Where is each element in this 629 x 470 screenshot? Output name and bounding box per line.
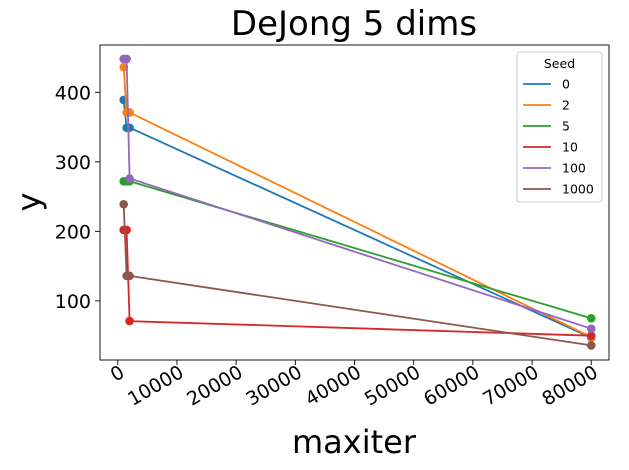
y-tick-label: 100 [55, 291, 91, 313]
data-point [586, 313, 596, 323]
x-tick-label: 0 [107, 361, 128, 386]
legend-label: 0 [562, 77, 570, 92]
y-tick-label: 200 [55, 221, 91, 243]
data-point [119, 199, 128, 209]
legend-label: 10 [562, 140, 578, 155]
x-tick-label: 20000 [183, 361, 246, 410]
legend-item: 0 [523, 77, 570, 92]
legend-item: 10 [523, 140, 578, 155]
x-tick-label: 50000 [361, 361, 424, 410]
legend-label: 100 [562, 161, 586, 176]
x-tick-label: 30000 [242, 361, 305, 410]
legend-item: 1000 [523, 182, 594, 197]
legend-label: 2 [562, 98, 570, 113]
y-axis: 100 200 300 400 [55, 82, 100, 313]
series-layer [119, 54, 596, 350]
data-point [586, 324, 596, 334]
legend: Seed 0 2 5 10 100 1000 [516, 51, 603, 203]
series-line-10 [123, 229, 592, 337]
y-tick-label: 300 [55, 152, 91, 174]
legend-title: Seed [544, 56, 575, 71]
legend-box [516, 51, 603, 203]
legend-label: 5 [562, 119, 570, 134]
series-10 [119, 225, 596, 340]
chart-title: DeJong 5 dims [231, 4, 477, 44]
series-1000 [119, 199, 596, 350]
x-axis-label: maxiter [292, 423, 417, 461]
x-tick-label: 70000 [479, 361, 542, 410]
legend-item: 100 [523, 161, 586, 176]
x-tick-label: 60000 [420, 361, 483, 410]
legend-item: 5 [523, 119, 570, 134]
x-tick-label: 80000 [538, 361, 601, 410]
data-point [125, 271, 134, 281]
data-point [125, 123, 134, 133]
legend-label: 1000 [562, 182, 594, 197]
x-tick-label: 40000 [302, 361, 365, 410]
x-tick-label: 10000 [124, 361, 187, 410]
data-point [125, 174, 134, 183]
data-point [586, 341, 596, 350]
data-point [125, 316, 134, 326]
x-axis: 0100002000030000400005000060000700008000… [107, 360, 602, 411]
legend-item: 2 [523, 98, 570, 113]
data-point [122, 225, 131, 235]
y-axis-label: y [10, 193, 48, 212]
y-tick-label: 400 [55, 82, 91, 104]
data-point [122, 54, 131, 64]
data-point [125, 108, 134, 117]
series-100 [119, 54, 596, 334]
data-point [119, 62, 128, 72]
series-line-1000 [122, 204, 592, 347]
data-point [586, 331, 596, 340]
